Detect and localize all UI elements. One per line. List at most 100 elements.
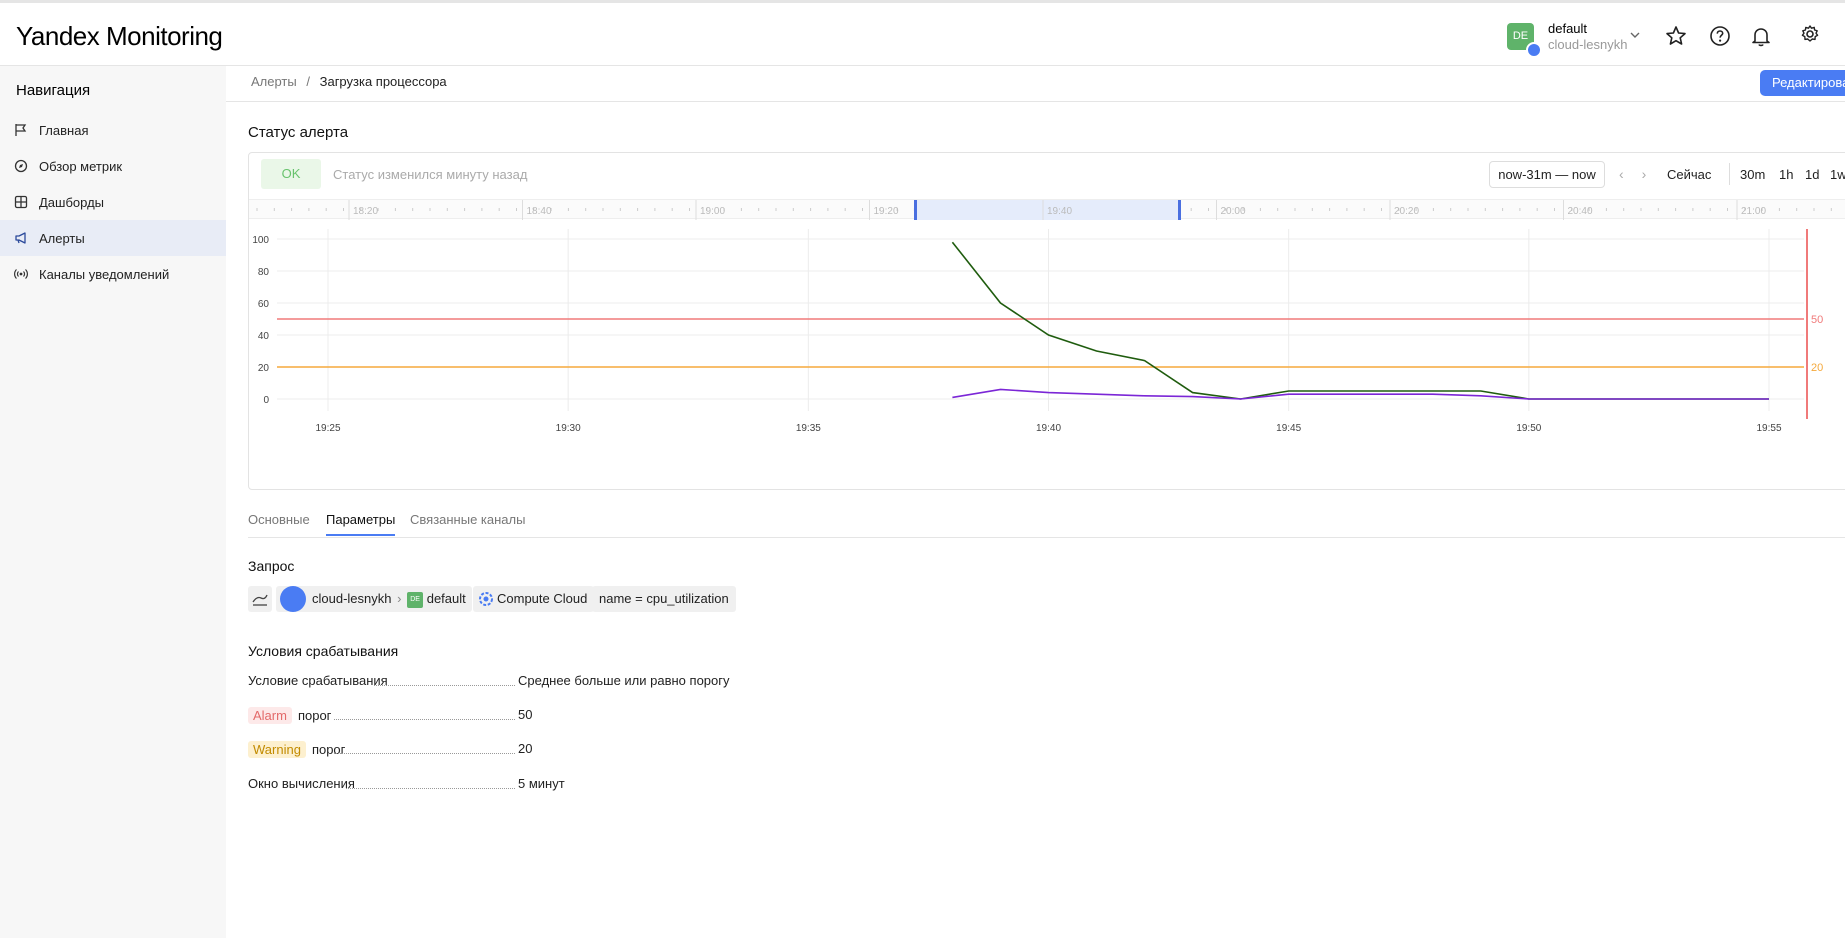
timeline-label: 19:00 [700,206,725,217]
series-line [951,241,1769,400]
app-logo[interactable]: Yandex Monitoring [16,21,223,52]
edit-button[interactable]: Редактировать [1760,70,1845,96]
scale-30m-button[interactable]: 30m [1740,167,1766,182]
warning-badge: Warning [248,741,306,758]
threshold-label-bg [1804,359,1834,375]
star-icon[interactable] [1665,25,1687,47]
window-value: 5 минут [518,776,565,791]
account-switcher[interactable]: DE default cloud-lesnykh [1505,17,1640,58]
sidebar-item-metrics[interactable]: Обзор метрик [0,148,226,184]
status-badge: OK [261,159,321,189]
flag-icon [15,124,27,136]
warning-threshold-label-group: Warning порог [248,741,345,758]
time-navigation: ‹ › [1619,166,1646,182]
logo-monitoring: Monitoring [106,21,223,51]
dotted-leader [346,788,515,789]
sidebar-item-dashboards[interactable]: Дашборды [0,184,226,220]
compute-cloud-icon [479,592,493,606]
chevron-left-icon[interactable]: ‹ [1619,166,1624,182]
x-tick-label: 19:40 [1036,423,1061,434]
chevron-right-icon: › [397,591,402,606]
y-tick-label: 100 [252,235,269,246]
timeline-label: 18:40 [527,206,552,217]
timeline-handle-left [914,200,917,220]
selector-chip[interactable]: name = cpu_utilization [592,586,736,612]
timeline-label: 20:20 [1394,206,1419,217]
x-tick-label: 19:45 [1276,423,1301,434]
y-tick-label: 40 [258,331,270,342]
query-title: Запрос [248,558,295,574]
breadcrumb-alerts-link[interactable]: Алерты [251,74,297,89]
cpu-chart: 100 80 60 40 20 0 19:25 19:30 19:35 19:40 19:45 19:… [252,229,1834,434]
timeline-label: 19:20 [874,206,899,217]
threshold-label-bg [1804,311,1834,327]
x-tick-label: 19:50 [1516,423,1541,434]
timeline-label: 21:00 [1741,206,1766,217]
cloud-icon [280,586,306,612]
compass-icon [14,159,28,173]
chevron-down-icon [1630,32,1640,38]
timeline-label: 19:40 [1047,206,1072,217]
folder-avatar: DE [1507,23,1534,50]
warning-threshold-value: 20 [518,741,533,756]
timeline-svg: 18:20 18:40 19:00 19:20 19:40 20:00 20:20 20:40… [256,200,1832,220]
line-chart-icon [252,594,268,606]
sidebar-item-home[interactable]: Главная [0,112,226,148]
cloud-name: cloud-lesnykh [312,591,392,606]
dotted-leader [334,753,515,754]
x-tick-label: 19:30 [556,423,581,434]
scale-1d-button[interactable]: 1d [1805,167,1820,182]
tab-parameters[interactable]: Параметры [326,512,396,536]
sidebar-item-channels[interactable]: Каналы уведомлений [0,256,226,292]
sidebar: Навигация Главная Обзор метрик Дашборды … [0,66,226,938]
folder-avatar: DE [407,591,424,608]
timeline-handle-right [1178,200,1181,220]
settings-gear-icon[interactable] [1799,23,1821,45]
sidebar-item-alerts[interactable]: Алерты [0,220,226,256]
scale-1h-button[interactable]: 1h [1779,167,1794,182]
threshold-label: 20 [1811,362,1823,374]
warning-threshold-label: порог [311,742,346,757]
y-tick-label: 0 [263,395,269,406]
y-tick-label: 80 [258,267,270,278]
account-name: default [1548,21,1588,36]
sidebar-item-label: Алерты [39,231,85,246]
timeline-label: 18:20 [353,206,378,217]
condition-trigger-value: Среднее больше или равно порогу [518,673,730,688]
chevron-right-icon[interactable]: › [1641,166,1647,182]
conditions-title: Условия срабатывания [248,643,399,659]
help-icon[interactable] [1709,25,1731,47]
alarm-threshold-label: порог [297,708,332,723]
account-cloud: cloud-lesnykh [1548,37,1628,52]
threshold-label: 50 [1811,314,1823,326]
bell-icon[interactable] [1750,25,1772,47]
timeline-label: 20:40 [1568,206,1593,217]
breadcrumb-current: Загрузка процессора [319,74,447,89]
toolbar-separator [1729,163,1730,185]
x-tick-label: 19:25 [315,423,340,434]
now-button[interactable]: Сейчас [1667,167,1712,182]
x-tick-label: 19:55 [1756,423,1781,434]
top-bar: Yandex Monitoring DE default cloud-lesny… [0,0,1845,66]
cloud-folder-chip[interactable]: cloud-lesnykh › DE default [276,586,472,612]
timeline-selection [915,200,1180,220]
service-chip[interactable]: Compute Cloud [473,586,595,612]
logo-yandex: Yandex [16,21,100,51]
tab-main[interactable]: Основные [248,512,310,527]
tab-linked-channels[interactable]: Связанные каналы [410,512,526,527]
chart-type-button[interactable] [248,586,272,612]
sidebar-item-label: Главная [39,123,89,138]
status-change-text: Статус изменился минуту назад [333,167,528,182]
nav-title: Навигация [16,82,91,99]
condition-trigger-label: Условие срабатывания [248,673,388,688]
y-tick-label: 20 [258,363,270,374]
window-label: Окно вычисления [248,776,355,791]
scale-1w-button[interactable]: 1w [1830,167,1845,182]
time-range-button[interactable]: now-31m — now [1489,161,1605,188]
alarm-badge: Alarm [248,707,292,724]
sidebar-item-label: Каналы уведомлений [39,267,170,282]
series-line [952,388,1769,400]
timeline-label: 20:00 [1221,206,1246,217]
timeline-navigator[interactable]: 18:20 18:40 19:00 19:20 19:40 20:00 20:20 20:40… [249,199,1845,220]
sidebar-item-label: Дашборды [39,195,104,210]
